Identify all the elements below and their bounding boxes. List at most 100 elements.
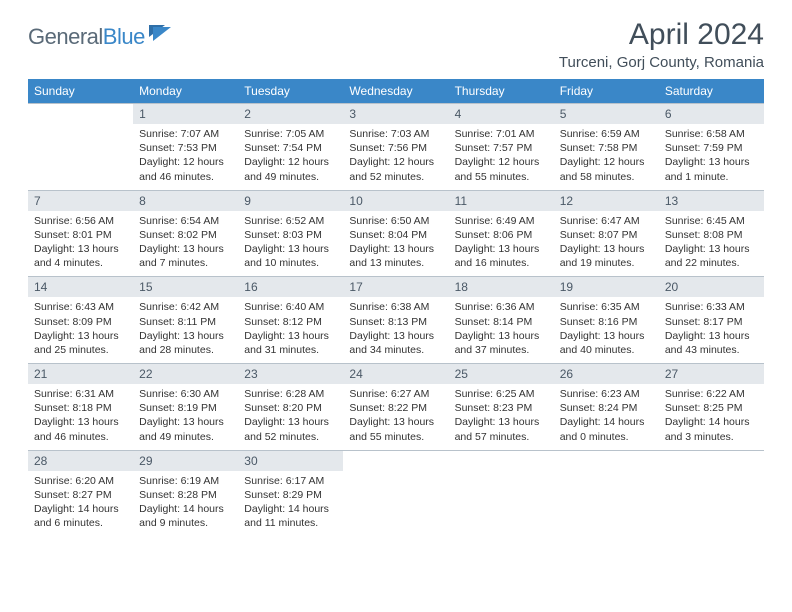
calendar-cell: 20Sunrise: 6:33 AMSunset: 8:17 PMDayligh…: [659, 277, 764, 364]
logo-text-general: General: [28, 24, 103, 50]
sunrise-text: Sunrise: 6:33 AM: [665, 300, 758, 314]
calendar-cell: 9Sunrise: 6:52 AMSunset: 8:03 PMDaylight…: [238, 190, 343, 277]
sunset-text: Sunset: 7:59 PM: [665, 141, 758, 155]
title-block: April 2024 Turceni, Gorj County, Romania: [559, 18, 764, 71]
daylight-text: Daylight: 13 hours and 16 minutes.: [455, 242, 548, 270]
sunrise-text: Sunrise: 6:40 AM: [244, 300, 337, 314]
sunset-text: Sunset: 8:29 PM: [244, 488, 337, 502]
sunset-text: Sunset: 8:14 PM: [455, 315, 548, 329]
weekday-header: Wednesday: [343, 79, 448, 104]
daylight-text: Daylight: 13 hours and 43 minutes.: [665, 329, 758, 357]
day-details: Sunrise: 6:43 AMSunset: 8:09 PMDaylight:…: [28, 297, 133, 363]
day-number: 11: [449, 191, 554, 211]
calendar-cell: 21Sunrise: 6:31 AMSunset: 8:18 PMDayligh…: [28, 364, 133, 451]
sunrise-text: Sunrise: 6:38 AM: [349, 300, 442, 314]
sunrise-text: Sunrise: 6:56 AM: [34, 214, 127, 228]
calendar-body: .1Sunrise: 7:07 AMSunset: 7:53 PMDayligh…: [28, 104, 764, 537]
sunset-text: Sunset: 8:17 PM: [665, 315, 758, 329]
sunrise-text: Sunrise: 6:35 AM: [560, 300, 653, 314]
day-number: 8: [133, 191, 238, 211]
day-details: Sunrise: 6:23 AMSunset: 8:24 PMDaylight:…: [554, 384, 659, 450]
calendar-row: .1Sunrise: 7:07 AMSunset: 7:53 PMDayligh…: [28, 104, 764, 191]
weekday-header-row: Sunday Monday Tuesday Wednesday Thursday…: [28, 79, 764, 104]
daylight-text: Daylight: 13 hours and 49 minutes.: [139, 415, 232, 443]
calendar-cell: 3Sunrise: 7:03 AMSunset: 7:56 PMDaylight…: [343, 104, 448, 191]
location: Turceni, Gorj County, Romania: [559, 54, 764, 71]
day-details: Sunrise: 6:58 AMSunset: 7:59 PMDaylight:…: [659, 124, 764, 190]
sunset-text: Sunset: 8:19 PM: [139, 401, 232, 415]
daylight-text: Daylight: 12 hours and 55 minutes.: [455, 155, 548, 183]
day-number: 19: [554, 277, 659, 297]
sunrise-text: Sunrise: 7:01 AM: [455, 127, 548, 141]
day-details: Sunrise: 7:03 AMSunset: 7:56 PMDaylight:…: [343, 124, 448, 190]
sunrise-text: Sunrise: 6:54 AM: [139, 214, 232, 228]
calendar-cell: 2Sunrise: 7:05 AMSunset: 7:54 PMDaylight…: [238, 104, 343, 191]
sunset-text: Sunset: 8:27 PM: [34, 488, 127, 502]
flag-icon: [147, 23, 175, 48]
day-details: Sunrise: 6:47 AMSunset: 8:07 PMDaylight:…: [554, 211, 659, 277]
day-number: 25: [449, 364, 554, 384]
day-details: Sunrise: 6:27 AMSunset: 8:22 PMDaylight:…: [343, 384, 448, 450]
sunset-text: Sunset: 8:25 PM: [665, 401, 758, 415]
calendar-row: 7Sunrise: 6:56 AMSunset: 8:01 PMDaylight…: [28, 190, 764, 277]
sunset-text: Sunset: 8:13 PM: [349, 315, 442, 329]
sunset-text: Sunset: 8:07 PM: [560, 228, 653, 242]
calendar-cell: 25Sunrise: 6:25 AMSunset: 8:23 PMDayligh…: [449, 364, 554, 451]
daylight-text: Daylight: 13 hours and 19 minutes.: [560, 242, 653, 270]
daylight-text: Daylight: 13 hours and 37 minutes.: [455, 329, 548, 357]
calendar-cell: 1Sunrise: 7:07 AMSunset: 7:53 PMDaylight…: [133, 104, 238, 191]
daylight-text: Daylight: 14 hours and 6 minutes.: [34, 502, 127, 530]
weekday-header: Friday: [554, 79, 659, 104]
daylight-text: Daylight: 13 hours and 1 minute.: [665, 155, 758, 183]
weekday-header: Monday: [133, 79, 238, 104]
day-details: Sunrise: 6:49 AMSunset: 8:06 PMDaylight:…: [449, 211, 554, 277]
sunset-text: Sunset: 7:54 PM: [244, 141, 337, 155]
day-number: 5: [554, 104, 659, 124]
daylight-text: Daylight: 13 hours and 25 minutes.: [34, 329, 127, 357]
day-details: Sunrise: 6:30 AMSunset: 8:19 PMDaylight:…: [133, 384, 238, 450]
sunrise-text: Sunrise: 6:43 AM: [34, 300, 127, 314]
day-number: 18: [449, 277, 554, 297]
daylight-text: Daylight: 13 hours and 55 minutes.: [349, 415, 442, 443]
calendar-cell: 7Sunrise: 6:56 AMSunset: 8:01 PMDaylight…: [28, 190, 133, 277]
day-number: 3: [343, 104, 448, 124]
calendar-cell: 12Sunrise: 6:47 AMSunset: 8:07 PMDayligh…: [554, 190, 659, 277]
day-details: Sunrise: 6:52 AMSunset: 8:03 PMDaylight:…: [238, 211, 343, 277]
sunrise-text: Sunrise: 6:52 AM: [244, 214, 337, 228]
sunrise-text: Sunrise: 6:50 AM: [349, 214, 442, 228]
calendar-cell: 14Sunrise: 6:43 AMSunset: 8:09 PMDayligh…: [28, 277, 133, 364]
calendar-cell: 23Sunrise: 6:28 AMSunset: 8:20 PMDayligh…: [238, 364, 343, 451]
weekday-header: Tuesday: [238, 79, 343, 104]
sunrise-text: Sunrise: 6:17 AM: [244, 474, 337, 488]
calendar-cell: 4Sunrise: 7:01 AMSunset: 7:57 PMDaylight…: [449, 104, 554, 191]
sunrise-text: Sunrise: 6:47 AM: [560, 214, 653, 228]
day-number: 12: [554, 191, 659, 211]
sunrise-text: Sunrise: 6:42 AM: [139, 300, 232, 314]
calendar-cell: 16Sunrise: 6:40 AMSunset: 8:12 PMDayligh…: [238, 277, 343, 364]
day-details: Sunrise: 7:01 AMSunset: 7:57 PMDaylight:…: [449, 124, 554, 190]
daylight-text: Daylight: 13 hours and 22 minutes.: [665, 242, 758, 270]
day-details: Sunrise: 6:45 AMSunset: 8:08 PMDaylight:…: [659, 211, 764, 277]
calendar-cell: 5Sunrise: 6:59 AMSunset: 7:58 PMDaylight…: [554, 104, 659, 191]
calendar-cell: 29Sunrise: 6:19 AMSunset: 8:28 PMDayligh…: [133, 450, 238, 536]
sunrise-text: Sunrise: 6:20 AM: [34, 474, 127, 488]
calendar-cell: 11Sunrise: 6:49 AMSunset: 8:06 PMDayligh…: [449, 190, 554, 277]
day-details: Sunrise: 6:42 AMSunset: 8:11 PMDaylight:…: [133, 297, 238, 363]
calendar-row: 28Sunrise: 6:20 AMSunset: 8:27 PMDayligh…: [28, 450, 764, 536]
daylight-text: Daylight: 13 hours and 28 minutes.: [139, 329, 232, 357]
daylight-text: Daylight: 13 hours and 7 minutes.: [139, 242, 232, 270]
daylight-text: Daylight: 12 hours and 46 minutes.: [139, 155, 232, 183]
sunset-text: Sunset: 8:09 PM: [34, 315, 127, 329]
day-number: 1: [133, 104, 238, 124]
sunrise-text: Sunrise: 6:49 AM: [455, 214, 548, 228]
sunrise-text: Sunrise: 7:05 AM: [244, 127, 337, 141]
day-details: Sunrise: 6:19 AMSunset: 8:28 PMDaylight:…: [133, 471, 238, 537]
sunset-text: Sunset: 8:22 PM: [349, 401, 442, 415]
sunset-text: Sunset: 7:57 PM: [455, 141, 548, 155]
sunrise-text: Sunrise: 6:25 AM: [455, 387, 548, 401]
calendar-cell: 24Sunrise: 6:27 AMSunset: 8:22 PMDayligh…: [343, 364, 448, 451]
daylight-text: Daylight: 13 hours and 13 minutes.: [349, 242, 442, 270]
day-details: Sunrise: 6:31 AMSunset: 8:18 PMDaylight:…: [28, 384, 133, 450]
day-details: Sunrise: 7:05 AMSunset: 7:54 PMDaylight:…: [238, 124, 343, 190]
calendar-row: 21Sunrise: 6:31 AMSunset: 8:18 PMDayligh…: [28, 364, 764, 451]
